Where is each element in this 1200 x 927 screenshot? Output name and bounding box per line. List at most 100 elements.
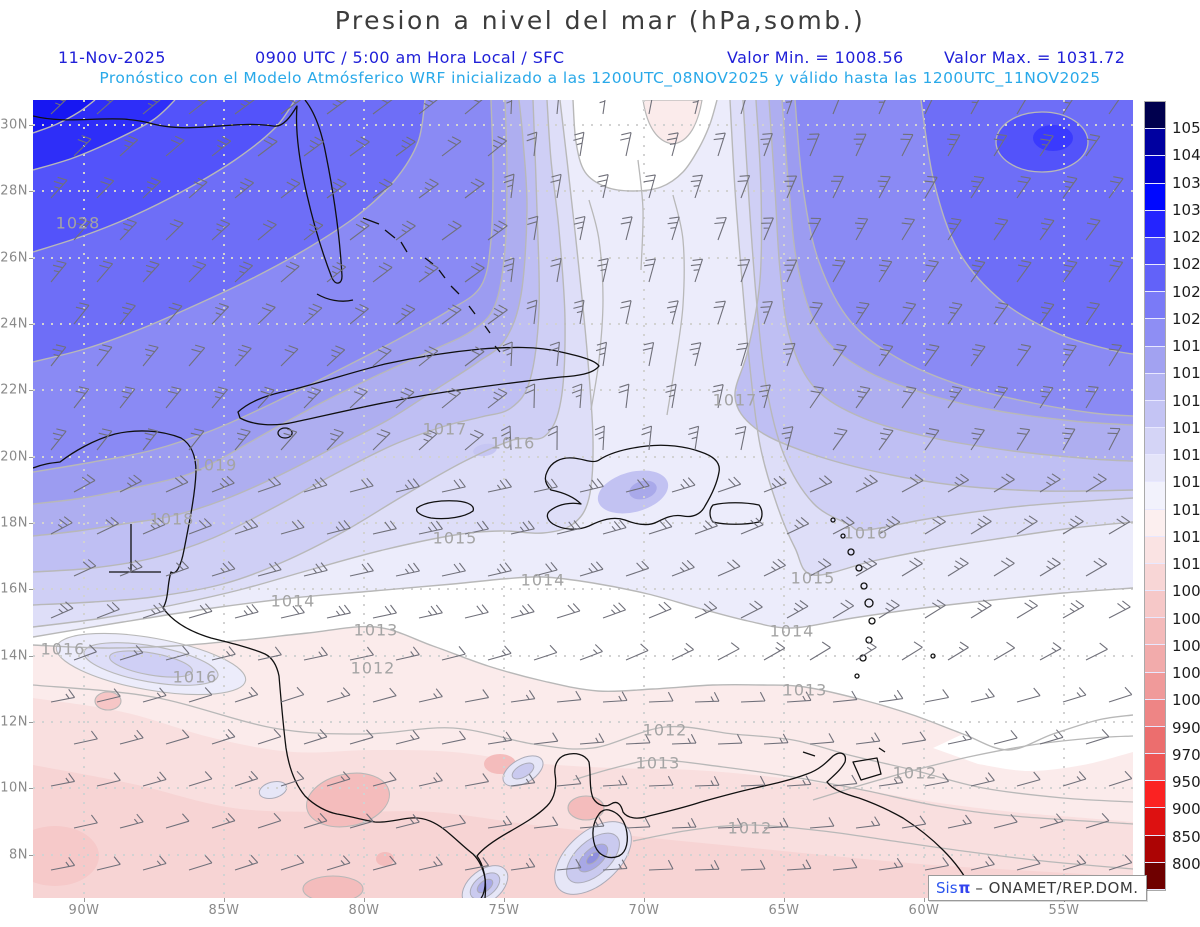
wind-barb — [303, 220, 324, 241]
wind-barb — [349, 136, 370, 157]
colorbar-segment — [1145, 346, 1165, 374]
wind-barb — [525, 383, 536, 409]
wind-barb — [763, 641, 786, 661]
wind-barb — [648, 601, 672, 619]
wind-barb — [648, 519, 673, 535]
wind-barb — [464, 604, 489, 619]
wind-barb — [832, 259, 846, 283]
wind-barb — [947, 641, 969, 661]
wind-barb — [372, 604, 397, 619]
wind-barb — [1039, 813, 1064, 829]
colorbar-tick-label: 1006 — [1172, 609, 1200, 628]
colorbar-segment — [1145, 699, 1165, 727]
wind-barb — [878, 773, 904, 787]
colorbar-tick-label: 850 — [1172, 827, 1200, 846]
wind-barb — [211, 729, 236, 745]
wind-barb — [349, 220, 370, 241]
wind-barb — [832, 599, 855, 619]
pressure-colorbar — [1144, 101, 1166, 891]
wind-barb — [556, 603, 581, 619]
wind-barb — [487, 731, 513, 745]
coastline — [237, 346, 600, 426]
wind-barb — [395, 304, 416, 325]
wind-barb — [620, 216, 633, 241]
wind-barb — [924, 175, 938, 199]
wind-barb — [349, 303, 369, 325]
wind-barb — [947, 730, 972, 745]
value-max: Valor Max. = 1031.72 — [944, 48, 1126, 67]
wind-barb — [547, 425, 558, 451]
wind-barb — [717, 476, 742, 493]
wind-barb — [441, 478, 466, 493]
lon-tick-label: 85W — [208, 903, 240, 918]
wind-barb — [620, 131, 632, 157]
wind-barb — [808, 217, 822, 241]
wind-barb — [349, 562, 374, 577]
wind-barb — [573, 215, 586, 241]
wind-barb — [50, 344, 67, 367]
wind-barb — [326, 345, 346, 367]
wind-barb — [970, 688, 995, 703]
wind-barb — [878, 599, 900, 619]
lon-tick — [784, 898, 785, 902]
wind-barb — [257, 136, 278, 157]
wind-barb — [418, 520, 443, 535]
wind-barb — [1085, 134, 1101, 157]
wind-barb — [855, 474, 878, 493]
wind-barb — [1016, 427, 1031, 451]
wind-barb — [924, 428, 940, 451]
wind-barb — [901, 386, 917, 409]
colorbar-tick-label: 1008 — [1172, 582, 1200, 601]
wind-barb — [395, 646, 420, 661]
coastline — [362, 217, 501, 353]
wind-barb — [395, 387, 415, 409]
wind-barb — [878, 428, 894, 451]
wind-barb — [257, 386, 275, 409]
wind-barb — [786, 775, 812, 787]
wind-barb — [533, 816, 559, 829]
wind-barb — [257, 812, 282, 829]
wind-barb — [188, 771, 213, 787]
wind-barb — [740, 517, 764, 535]
wind-barb — [832, 428, 848, 451]
wind-barb — [809, 641, 831, 661]
lat-tick — [29, 191, 33, 192]
wind-barb — [96, 176, 115, 199]
wind-barb — [924, 773, 950, 787]
wind-barb — [96, 688, 121, 703]
wind-barb — [924, 259, 939, 283]
wind-barb — [73, 814, 98, 829]
wind-barb — [96, 428, 113, 451]
wind-barb — [1062, 687, 1087, 703]
wind-barb — [1085, 642, 1108, 661]
colorbar-segment — [1145, 726, 1165, 755]
wind-barb — [625, 477, 650, 493]
wind-barb — [1108, 854, 1133, 871]
wind-barb — [1062, 599, 1085, 619]
colorbar-segment — [1145, 808, 1165, 836]
wind-barb — [395, 136, 416, 157]
wind-barb — [119, 474, 142, 493]
wind-barb — [372, 771, 397, 787]
wind-barb — [602, 519, 627, 535]
wind-barb — [947, 473, 970, 493]
wind-barb — [500, 425, 512, 451]
wind-barb — [280, 854, 305, 871]
wind-barb — [142, 177, 161, 199]
wind-barb — [50, 856, 76, 871]
wind-barb — [736, 342, 749, 367]
lat-tick — [29, 722, 33, 723]
coastline — [709, 502, 763, 525]
lat-tick-label: 10N — [0, 780, 28, 796]
colorbar-segment — [1145, 536, 1165, 564]
wind-barb — [50, 428, 67, 451]
wind-barb — [50, 516, 73, 535]
wind-barb — [900, 133, 914, 157]
wind-barb — [901, 302, 917, 325]
wind-barb — [303, 477, 328, 493]
wind-barb — [667, 216, 680, 241]
wind-barb — [573, 131, 585, 157]
wind-barb — [1108, 686, 1133, 703]
wind-barb — [1039, 729, 1064, 745]
wind-barb — [1108, 600, 1131, 619]
